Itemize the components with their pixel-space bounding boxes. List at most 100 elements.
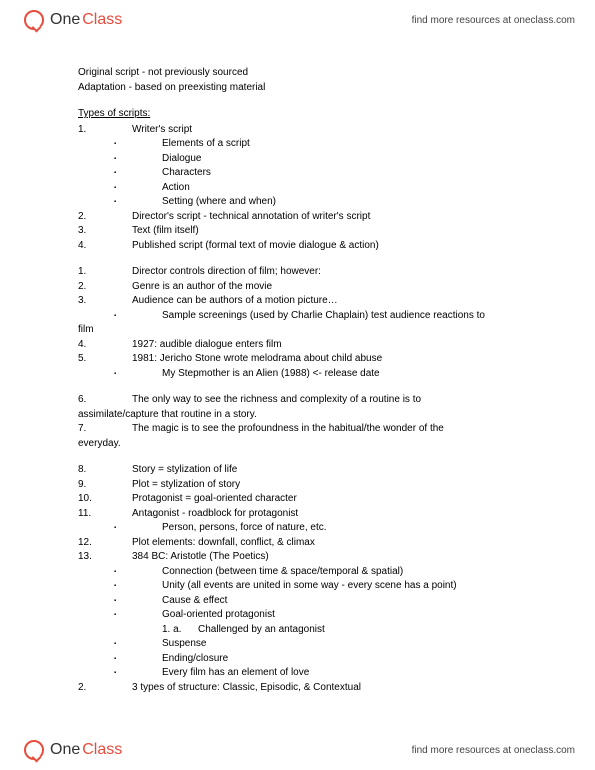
- item-number: 6.: [78, 393, 132, 408]
- sub-number: 1. a.: [162, 623, 198, 638]
- numbered-item: 5.1981: Jericho Stone wrote melodrama ab…: [78, 352, 528, 367]
- resources-link[interactable]: find more resources at oneclass.com: [412, 15, 575, 26]
- page-footer: OneClass find more resources at oneclass…: [0, 736, 595, 764]
- logo-bubble-icon: [24, 740, 44, 760]
- logo-text-class: Class: [82, 11, 122, 29]
- item-text: Writer's script: [132, 123, 528, 138]
- bullet-item: Action: [78, 181, 528, 196]
- list-d: 8.Story = stylization of life9.Plot = st…: [78, 463, 528, 695]
- bullet-icon: [114, 309, 162, 324]
- item-number: 3.: [78, 224, 132, 239]
- numbered-item: 4.Published script (formal text of movie…: [78, 239, 528, 254]
- section-title: Types of scripts:: [78, 107, 528, 122]
- logo: OneClass: [24, 10, 122, 30]
- bullet-item: Suspense: [78, 637, 528, 652]
- resources-link[interactable]: find more resources at oneclass.com: [412, 745, 575, 756]
- bullet-icon: [114, 666, 162, 681]
- item-text: Text (film itself): [132, 224, 528, 239]
- bullet-icon: [114, 181, 162, 196]
- bullet-item: Every film has an element of love: [78, 666, 528, 681]
- logo-bubble-icon: [24, 10, 44, 30]
- numbered-item: 6.The only way to see the richness and c…: [78, 393, 528, 408]
- wrapped-text: everyday.: [78, 437, 528, 452]
- bullet-item: Person, persons, force of nature, etc.: [78, 521, 528, 536]
- bullet-text: Cause & effect: [162, 594, 528, 609]
- item-text: Protagonist = goal-oriented character: [132, 492, 528, 507]
- bullet-item: Elements of a script: [78, 137, 528, 152]
- numbered-item: 11.Antagonist - roadblock for protagonis…: [78, 507, 528, 522]
- logo-text-one: One: [50, 741, 80, 759]
- bullet-item: Goal-oriented protagonist: [78, 608, 528, 623]
- logo: OneClass: [24, 740, 122, 760]
- bullet-item: Sample screenings (used by Charlie Chapl…: [78, 309, 528, 324]
- bullet-icon: [114, 565, 162, 580]
- bullet-item: Cause & effect: [78, 594, 528, 609]
- numbered-item: 2.Genre is an author of the movie: [78, 280, 528, 295]
- item-number: 2.: [78, 210, 132, 225]
- numbered-item: 10.Protagonist = goal-oriented character: [78, 492, 528, 507]
- numbered-item: 9.Plot = stylization of story: [78, 478, 528, 493]
- bullet-text: Person, persons, force of nature, etc.: [162, 521, 528, 536]
- item-text: Plot elements: downfall, conflict, & cli…: [132, 536, 528, 551]
- numbered-item: 4.1927: audible dialogue enters film: [78, 338, 528, 353]
- bullet-text: Ending/closure: [162, 652, 528, 667]
- item-number: 4.: [78, 239, 132, 254]
- bullet-text: Goal-oriented protagonist: [162, 608, 528, 623]
- page-header: OneClass find more resources at oneclass…: [0, 6, 595, 34]
- item-text: The magic is to see the profoundness in …: [132, 422, 528, 437]
- item-number: 2.: [78, 681, 132, 696]
- numbered-item: 2.Director's script - technical annotati…: [78, 210, 528, 225]
- bullet-icon: [114, 652, 162, 667]
- item-text: 1981: Jericho Stone wrote melodrama abou…: [132, 352, 528, 367]
- numbered-item: 2.3 types of structure: Classic, Episodi…: [78, 681, 528, 696]
- logo-text-one: One: [50, 11, 80, 29]
- item-number: 1.: [78, 265, 132, 280]
- bullet-icon: [114, 137, 162, 152]
- sub-item: 1. a.Challenged by an antagonist: [78, 623, 528, 638]
- bullet-item: Unity (all events are united in some way…: [78, 579, 528, 594]
- numbered-item: 3.Audience can be authors of a motion pi…: [78, 294, 528, 309]
- bullet-text: Elements of a script: [162, 137, 528, 152]
- sub-text: Challenged by an antagonist: [198, 623, 325, 638]
- item-text: Published script (formal text of movie d…: [132, 239, 528, 254]
- numbered-item: 8.Story = stylization of life: [78, 463, 528, 478]
- bullet-icon: [114, 637, 162, 652]
- bullet-item: Dialogue: [78, 152, 528, 167]
- bullet-text: Suspense: [162, 637, 528, 652]
- item-text: 3 types of structure: Classic, Episodic,…: [132, 681, 528, 696]
- item-number: 10.: [78, 492, 132, 507]
- bullet-text: Sample screenings (used by Charlie Chapl…: [162, 309, 528, 324]
- item-text: Director controls direction of film; how…: [132, 265, 528, 280]
- bullet-text: Setting (where and when): [162, 195, 528, 210]
- numbered-item: 12.Plot elements: downfall, conflict, & …: [78, 536, 528, 551]
- numbered-item: 3.Text (film itself): [78, 224, 528, 239]
- bullet-text: My Stepmother is an Alien (1988) <- rele…: [162, 367, 528, 382]
- item-number: 7.: [78, 422, 132, 437]
- item-number: 11.: [78, 507, 132, 522]
- item-number: 2.: [78, 280, 132, 295]
- item-text: Story = stylization of life: [132, 463, 528, 478]
- numbered-item: 1.Director controls direction of film; h…: [78, 265, 528, 280]
- bullet-item: Connection (between time & space/tempora…: [78, 565, 528, 580]
- bullet-text: Connection (between time & space/tempora…: [162, 565, 528, 580]
- item-text: Director's script - technical annotation…: [132, 210, 528, 225]
- bullet-icon: [114, 152, 162, 167]
- bullet-text: Unity (all events are united in some way…: [162, 579, 528, 594]
- item-number: 12.: [78, 536, 132, 551]
- list-a: 1.Writer's scriptElements of a scriptDia…: [78, 123, 528, 254]
- item-number: 13.: [78, 550, 132, 565]
- item-number: 4.: [78, 338, 132, 353]
- item-number: 9.: [78, 478, 132, 493]
- bullet-icon: [114, 367, 162, 382]
- document-body: Original script - not previously sourced…: [78, 66, 528, 695]
- bullet-item: Setting (where and when): [78, 195, 528, 210]
- item-text: 1927: audible dialogue enters film: [132, 338, 528, 353]
- bullet-text: Dialogue: [162, 152, 528, 167]
- list-b: 1.Director controls direction of film; h…: [78, 265, 528, 381]
- item-text: Genre is an author of the movie: [132, 280, 528, 295]
- bullet-text: Action: [162, 181, 528, 196]
- intro-line: Adaptation - based on preexisting materi…: [78, 81, 528, 96]
- bullet-icon: [114, 594, 162, 609]
- bullet-item: My Stepmother is an Alien (1988) <- rele…: [78, 367, 528, 382]
- bullet-icon: [114, 579, 162, 594]
